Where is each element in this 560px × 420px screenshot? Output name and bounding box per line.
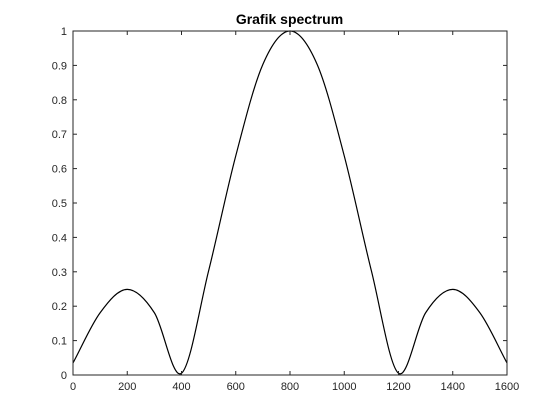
x-tick-label: 0: [70, 381, 76, 393]
y-tick-label: 0.3: [52, 267, 67, 279]
plot-area: [73, 31, 507, 375]
chart-title: Grafik spectrum: [236, 11, 343, 27]
y-tick-label: 1: [61, 26, 67, 38]
y-axis: 0 0.1 0.2 0.3 0.4 0.5 0.6 0.7 0.8 0.9 1: [52, 26, 507, 382]
x-tick-label: 1400: [441, 381, 465, 393]
y-tick-label: 0.4: [52, 232, 67, 244]
y-tick-label: 0: [61, 370, 67, 382]
y-tick-label: 0.8: [52, 95, 67, 107]
x-tick-label: 1200: [386, 381, 410, 393]
y-tick-label: 0.1: [52, 336, 67, 348]
y-tick-label: 0.7: [52, 129, 67, 141]
x-tick-label: 1000: [332, 381, 356, 393]
y-tick-label: 0.6: [52, 164, 67, 176]
x-tick-label: 200: [118, 381, 136, 393]
x-axis: 0 200 400 600 800 1000 1200 1400 1600: [70, 31, 519, 393]
x-tick-label: 800: [281, 381, 299, 393]
x-tick-label: 1600: [495, 381, 519, 393]
y-tick-label: 0.9: [52, 60, 67, 72]
x-tick-label: 600: [227, 381, 245, 393]
x-tick-label: 400: [172, 381, 190, 393]
y-tick-label: 0.2: [52, 301, 67, 313]
y-tick-label: 0.5: [52, 198, 67, 210]
